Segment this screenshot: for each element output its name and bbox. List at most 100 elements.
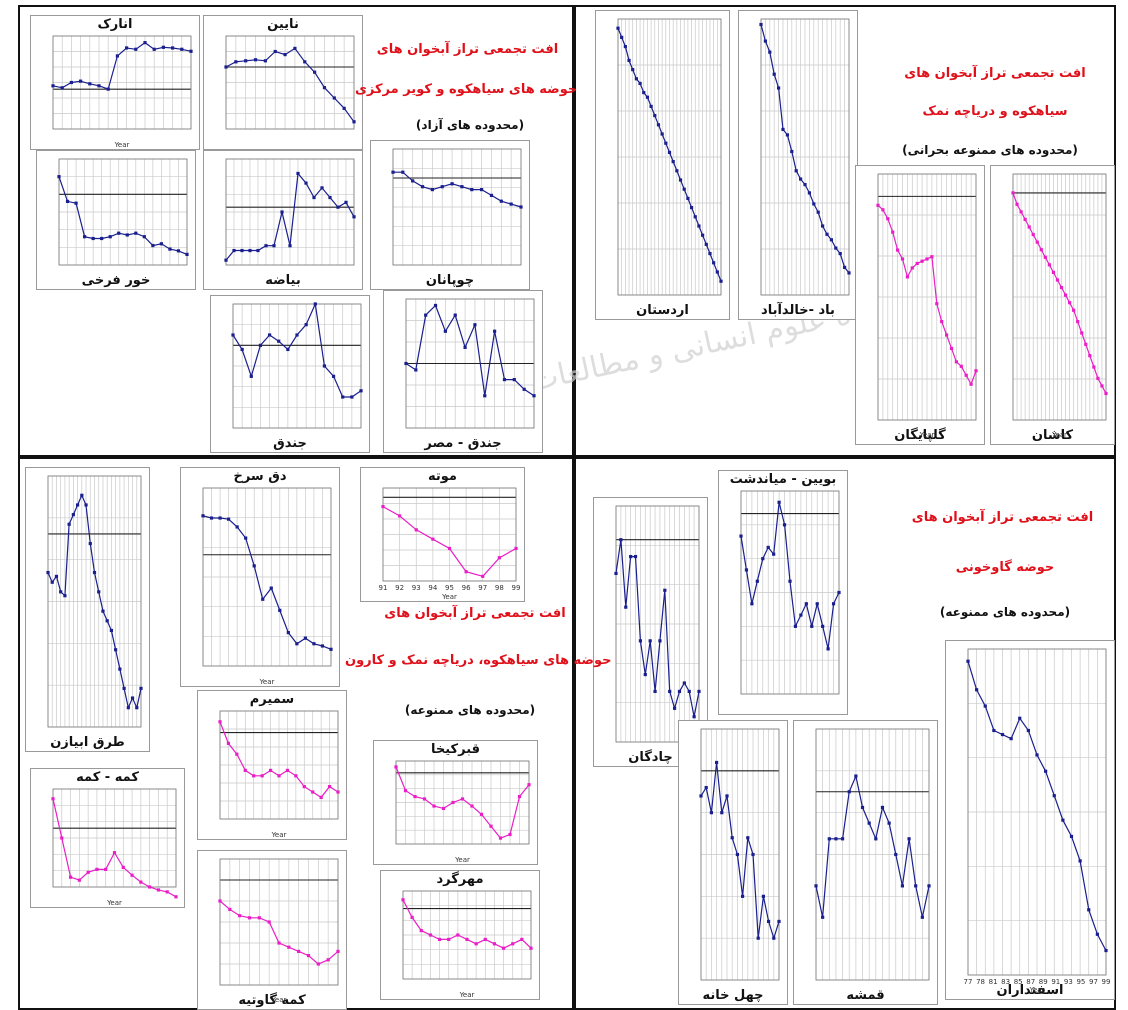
data-point	[493, 329, 497, 333]
data-point	[940, 320, 944, 324]
data-point	[975, 688, 979, 692]
data-point	[483, 394, 487, 398]
data-point	[252, 564, 256, 568]
data-point	[84, 503, 88, 507]
x-axis-label: Year	[271, 996, 287, 1004]
data-point	[712, 261, 716, 265]
data-point	[443, 329, 447, 333]
data-point	[319, 795, 323, 799]
data-point	[825, 232, 829, 236]
data-point	[322, 86, 327, 90]
data-point	[880, 805, 885, 810]
data-point	[520, 937, 524, 941]
data-point	[295, 333, 299, 337]
br-subheading: حوضه گاوخونی	[955, 560, 1055, 575]
data-point	[224, 258, 228, 262]
data-point	[112, 851, 117, 855]
data-point	[701, 233, 705, 237]
grid	[877, 173, 977, 421]
data-point	[768, 50, 772, 54]
data-point	[312, 195, 316, 200]
plot-frame	[1012, 173, 1107, 421]
data-point	[295, 642, 299, 646]
data-point	[342, 106, 346, 110]
data-point	[959, 364, 963, 368]
data-point	[920, 259, 924, 263]
data-point	[224, 65, 228, 69]
data-point	[508, 832, 512, 837]
data-point	[238, 914, 242, 918]
data-point	[900, 257, 905, 261]
data-point	[826, 647, 830, 651]
br-note: (محدوده های ممنوعه)	[939, 605, 1071, 619]
data-point	[414, 528, 418, 532]
tick-label: 78	[976, 978, 985, 986]
tick-label: 91	[1051, 978, 1060, 986]
plot-frame	[815, 728, 930, 981]
data-point	[294, 774, 298, 778]
data-point	[949, 346, 954, 351]
data-point	[336, 790, 340, 794]
data-point	[854, 774, 858, 778]
data-point	[741, 894, 745, 898]
tick-label: 91	[379, 584, 388, 592]
chart-dagh-sorkh: دق سرخ Year	[180, 467, 340, 687]
data-point	[272, 244, 276, 248]
data-point	[248, 248, 252, 253]
plot-frame	[225, 158, 355, 266]
data-point	[761, 894, 765, 898]
data-point	[381, 505, 385, 509]
data-point	[453, 313, 457, 317]
tick-label: 99	[1102, 978, 1111, 986]
data-point	[814, 884, 818, 888]
tl-note: (محدوده های آزاد)	[415, 118, 525, 132]
data-point	[834, 246, 838, 250]
data-point	[519, 205, 523, 209]
chart-plot	[231, 301, 363, 429]
data-point	[682, 187, 686, 191]
tick-label: 89	[1039, 978, 1048, 986]
grid	[700, 728, 780, 981]
data-point	[790, 149, 794, 154]
data-point	[134, 231, 138, 235]
plot-frame	[760, 18, 850, 296]
data-point	[51, 797, 55, 801]
data-point	[171, 46, 175, 50]
series-line	[615, 539, 700, 717]
data-point	[489, 193, 494, 197]
data-point	[51, 84, 55, 88]
data-point	[450, 182, 454, 186]
chart-plot: Year	[1011, 173, 1108, 439]
data-point	[258, 343, 263, 347]
chart-plot	[391, 148, 523, 266]
chart-plot: Year	[218, 858, 340, 1004]
data-point	[240, 347, 244, 352]
data-point	[677, 689, 682, 694]
grid	[47, 475, 142, 728]
data-point	[218, 516, 222, 520]
data-point	[441, 806, 446, 811]
data-point	[643, 672, 647, 677]
data-point	[1104, 391, 1108, 396]
data-point	[501, 946, 506, 950]
data-point	[244, 59, 248, 63]
plot-frame	[232, 303, 362, 429]
data-point	[907, 837, 911, 841]
data-point	[420, 185, 425, 189]
tick-label: 97	[478, 584, 487, 592]
chart-plot: 91 92 93 94 95 96 97 98 99 Year	[379, 487, 520, 601]
data-point	[86, 870, 90, 874]
data-point	[283, 53, 287, 57]
data-point	[511, 942, 515, 946]
data-point	[629, 554, 633, 559]
data-point	[1039, 248, 1043, 252]
data-point	[288, 244, 292, 248]
data-point	[739, 534, 743, 538]
grid	[225, 158, 355, 266]
chart-kameh-gavtiyeh: کمه گاوتیه Year	[197, 850, 347, 1010]
tick-label: 87	[1026, 978, 1035, 986]
data-point	[687, 689, 691, 694]
plot-frame	[58, 158, 188, 266]
data-point	[121, 865, 125, 869]
data-point	[74, 201, 78, 205]
